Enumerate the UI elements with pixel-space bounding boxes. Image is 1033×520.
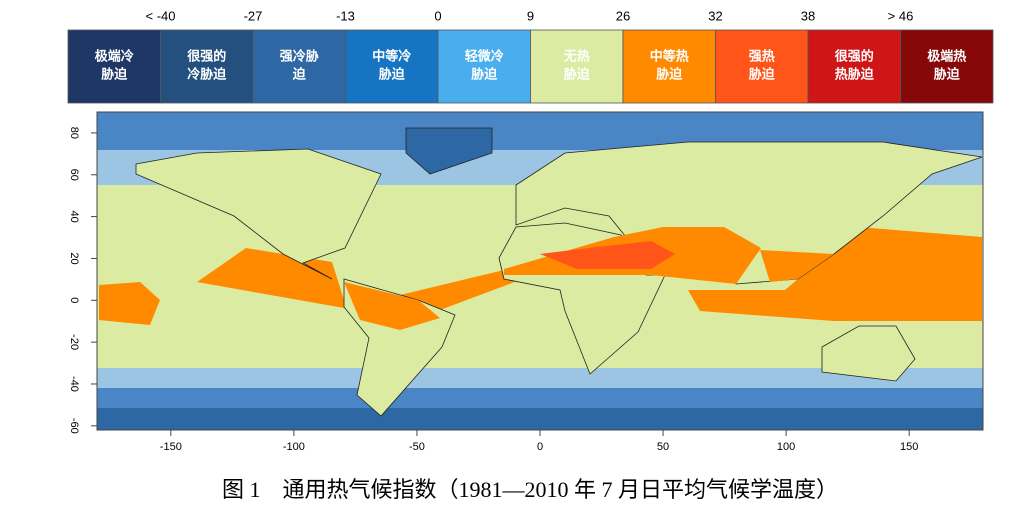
heat-southeast-asia <box>760 250 834 282</box>
legend-label: 中等冷 <box>372 48 411 63</box>
axes: -150 -100 -50 0 50 100 150 -60 -40 -20 0 20 40 60 80 <box>68 127 918 453</box>
threshold-label: 26 <box>616 8 630 23</box>
warm-east-pacific <box>197 248 520 310</box>
x-tick-label: 50 <box>657 441 669 453</box>
legend-label: 胁迫 <box>934 66 961 81</box>
y-tick-label: 20 <box>68 252 80 264</box>
legend-label: 极端热 <box>927 48 966 63</box>
legend-label: 胁迫 <box>749 66 776 81</box>
threshold-label: 32 <box>708 8 722 23</box>
legend-box <box>715 29 809 104</box>
legend-box <box>252 29 346 104</box>
y-tick-label: 60 <box>68 169 80 181</box>
x-tick-label: 150 <box>900 441 918 453</box>
ocean-cold-south <box>97 388 983 410</box>
threshold-label: -27 <box>244 8 263 23</box>
legend-label: 胁迫 <box>379 66 406 81</box>
legend-box <box>437 29 531 104</box>
ocean-colder-south <box>97 408 983 430</box>
x-tick-label: -100 <box>283 441 305 453</box>
legend-label: 很强的 <box>835 48 874 63</box>
y-tick-label: 0 <box>68 297 80 303</box>
threshold-label: > 46 <box>888 8 914 23</box>
legend-box <box>530 29 624 104</box>
legend-label: 迫 <box>292 66 307 81</box>
legend-label: 热胁迫 <box>835 66 875 81</box>
y-tick-label: 40 <box>68 210 80 222</box>
legend-label: 胁迫 <box>101 66 128 81</box>
y-tick-label: -40 <box>68 376 80 392</box>
legend-label: 极端冷 <box>95 48 134 63</box>
y-tick-label: 80 <box>68 127 80 139</box>
threshold-label: -13 <box>336 8 355 23</box>
warm-pacific-west <box>99 282 160 325</box>
legend-box <box>900 29 994 104</box>
legend-label: 胁迫 <box>564 66 591 81</box>
greenland <box>405 127 493 175</box>
legend-label: 胁迫 <box>471 66 498 81</box>
caption: 图 1 通用热气候指数（1981—2010 年 7 月日平均气候学温度） <box>222 477 838 502</box>
legend-box <box>160 29 254 104</box>
legend-box <box>807 29 901 104</box>
legend-box <box>345 29 439 104</box>
threshold-label: 38 <box>801 8 815 23</box>
threshold-label: < -40 <box>146 8 176 23</box>
legend-box <box>67 29 161 104</box>
threshold-label: 0 <box>434 8 441 23</box>
ocean-cool-south <box>97 368 983 390</box>
legend-label: 冷胁迫 <box>187 66 227 81</box>
north-america <box>135 148 382 280</box>
x-tick-label: -50 <box>409 441 425 453</box>
map <box>97 112 983 430</box>
legend-label: 轻微冷 <box>465 48 504 63</box>
legend-label: 中等热 <box>650 48 689 63</box>
legend-box <box>622 29 716 104</box>
x-tick-label: -150 <box>160 441 182 453</box>
warm-indo-pacific <box>688 227 982 321</box>
y-tick-label: -60 <box>68 418 80 434</box>
x-tick-label: 0 <box>537 441 543 453</box>
heat-core <box>540 241 675 269</box>
x-tick-label: 100 <box>777 441 795 453</box>
australia <box>821 325 916 382</box>
legend-label: 很强的 <box>187 48 226 63</box>
amazon-heat <box>344 282 440 330</box>
legend-label: 胁迫 <box>656 66 683 81</box>
y-tick-label: -20 <box>68 334 80 350</box>
legend-label: 强冷胁 <box>280 48 319 63</box>
legend-label: 无热 <box>563 48 590 63</box>
legend-label: 强热 <box>749 48 775 63</box>
threshold-label: 9 <box>527 8 534 23</box>
